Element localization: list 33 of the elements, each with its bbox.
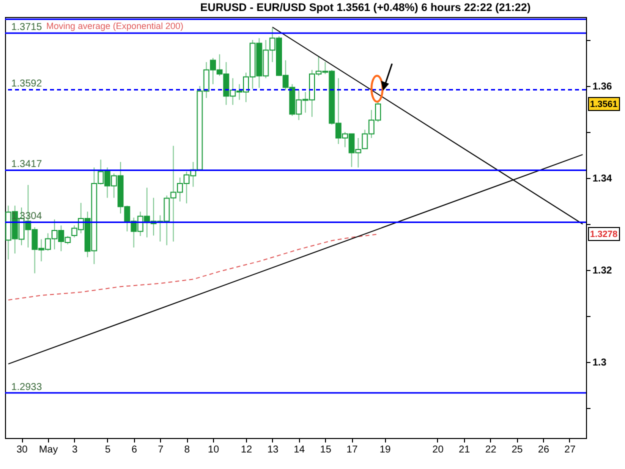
x-tick-label: 6: [131, 444, 138, 456]
x-tick-label: 30: [16, 444, 28, 456]
ref-line-label: 1.3592: [11, 78, 42, 90]
x-tick-label: May: [38, 444, 58, 456]
x-tick-label: 22: [485, 444, 497, 456]
x-tick-label: 17: [346, 444, 358, 456]
x-tick-label: 26: [538, 444, 550, 456]
y-tick-label: 1.32: [592, 266, 612, 277]
line-series: [8, 234, 379, 300]
ref-line-label: 1.3417: [11, 159, 42, 170]
x-tick-label: 13: [267, 444, 279, 456]
annotation: 1.3278: [588, 227, 620, 242]
annotation: 1.3561: [588, 96, 620, 111]
y-tick-label: 1.3: [592, 358, 607, 369]
x-tick-label: 21: [458, 444, 470, 456]
x-tick-label: 10: [208, 444, 220, 456]
x-tick-label: 12: [240, 444, 252, 456]
chart-title: EURUSD - EUR/USD Spot 1.3561 (+0.48%) 6 hours 22:22 (21:22): [200, 2, 532, 14]
x-tick-label: 20: [432, 444, 444, 456]
ref-line-label: 1.2933: [11, 382, 42, 393]
x-tick-label: 8: [184, 444, 190, 456]
x-tick-label: 27: [564, 444, 576, 456]
x-tick-label: 14: [294, 444, 306, 456]
y-tick-label: 1.34: [592, 174, 612, 185]
text: Moving average (Exponential 200): [46, 21, 184, 31]
x-tick-label: 3: [72, 444, 78, 456]
x-tick-label: 7: [158, 444, 164, 456]
y-tick-label: 1.36: [592, 82, 612, 93]
x-tick-label: 19: [380, 444, 392, 456]
x-tick-label: 5: [105, 444, 112, 456]
ref-line-label: 1.3715: [11, 22, 42, 34]
x-tick-label: 25: [512, 444, 524, 456]
x-tick-label: 15: [320, 444, 332, 456]
